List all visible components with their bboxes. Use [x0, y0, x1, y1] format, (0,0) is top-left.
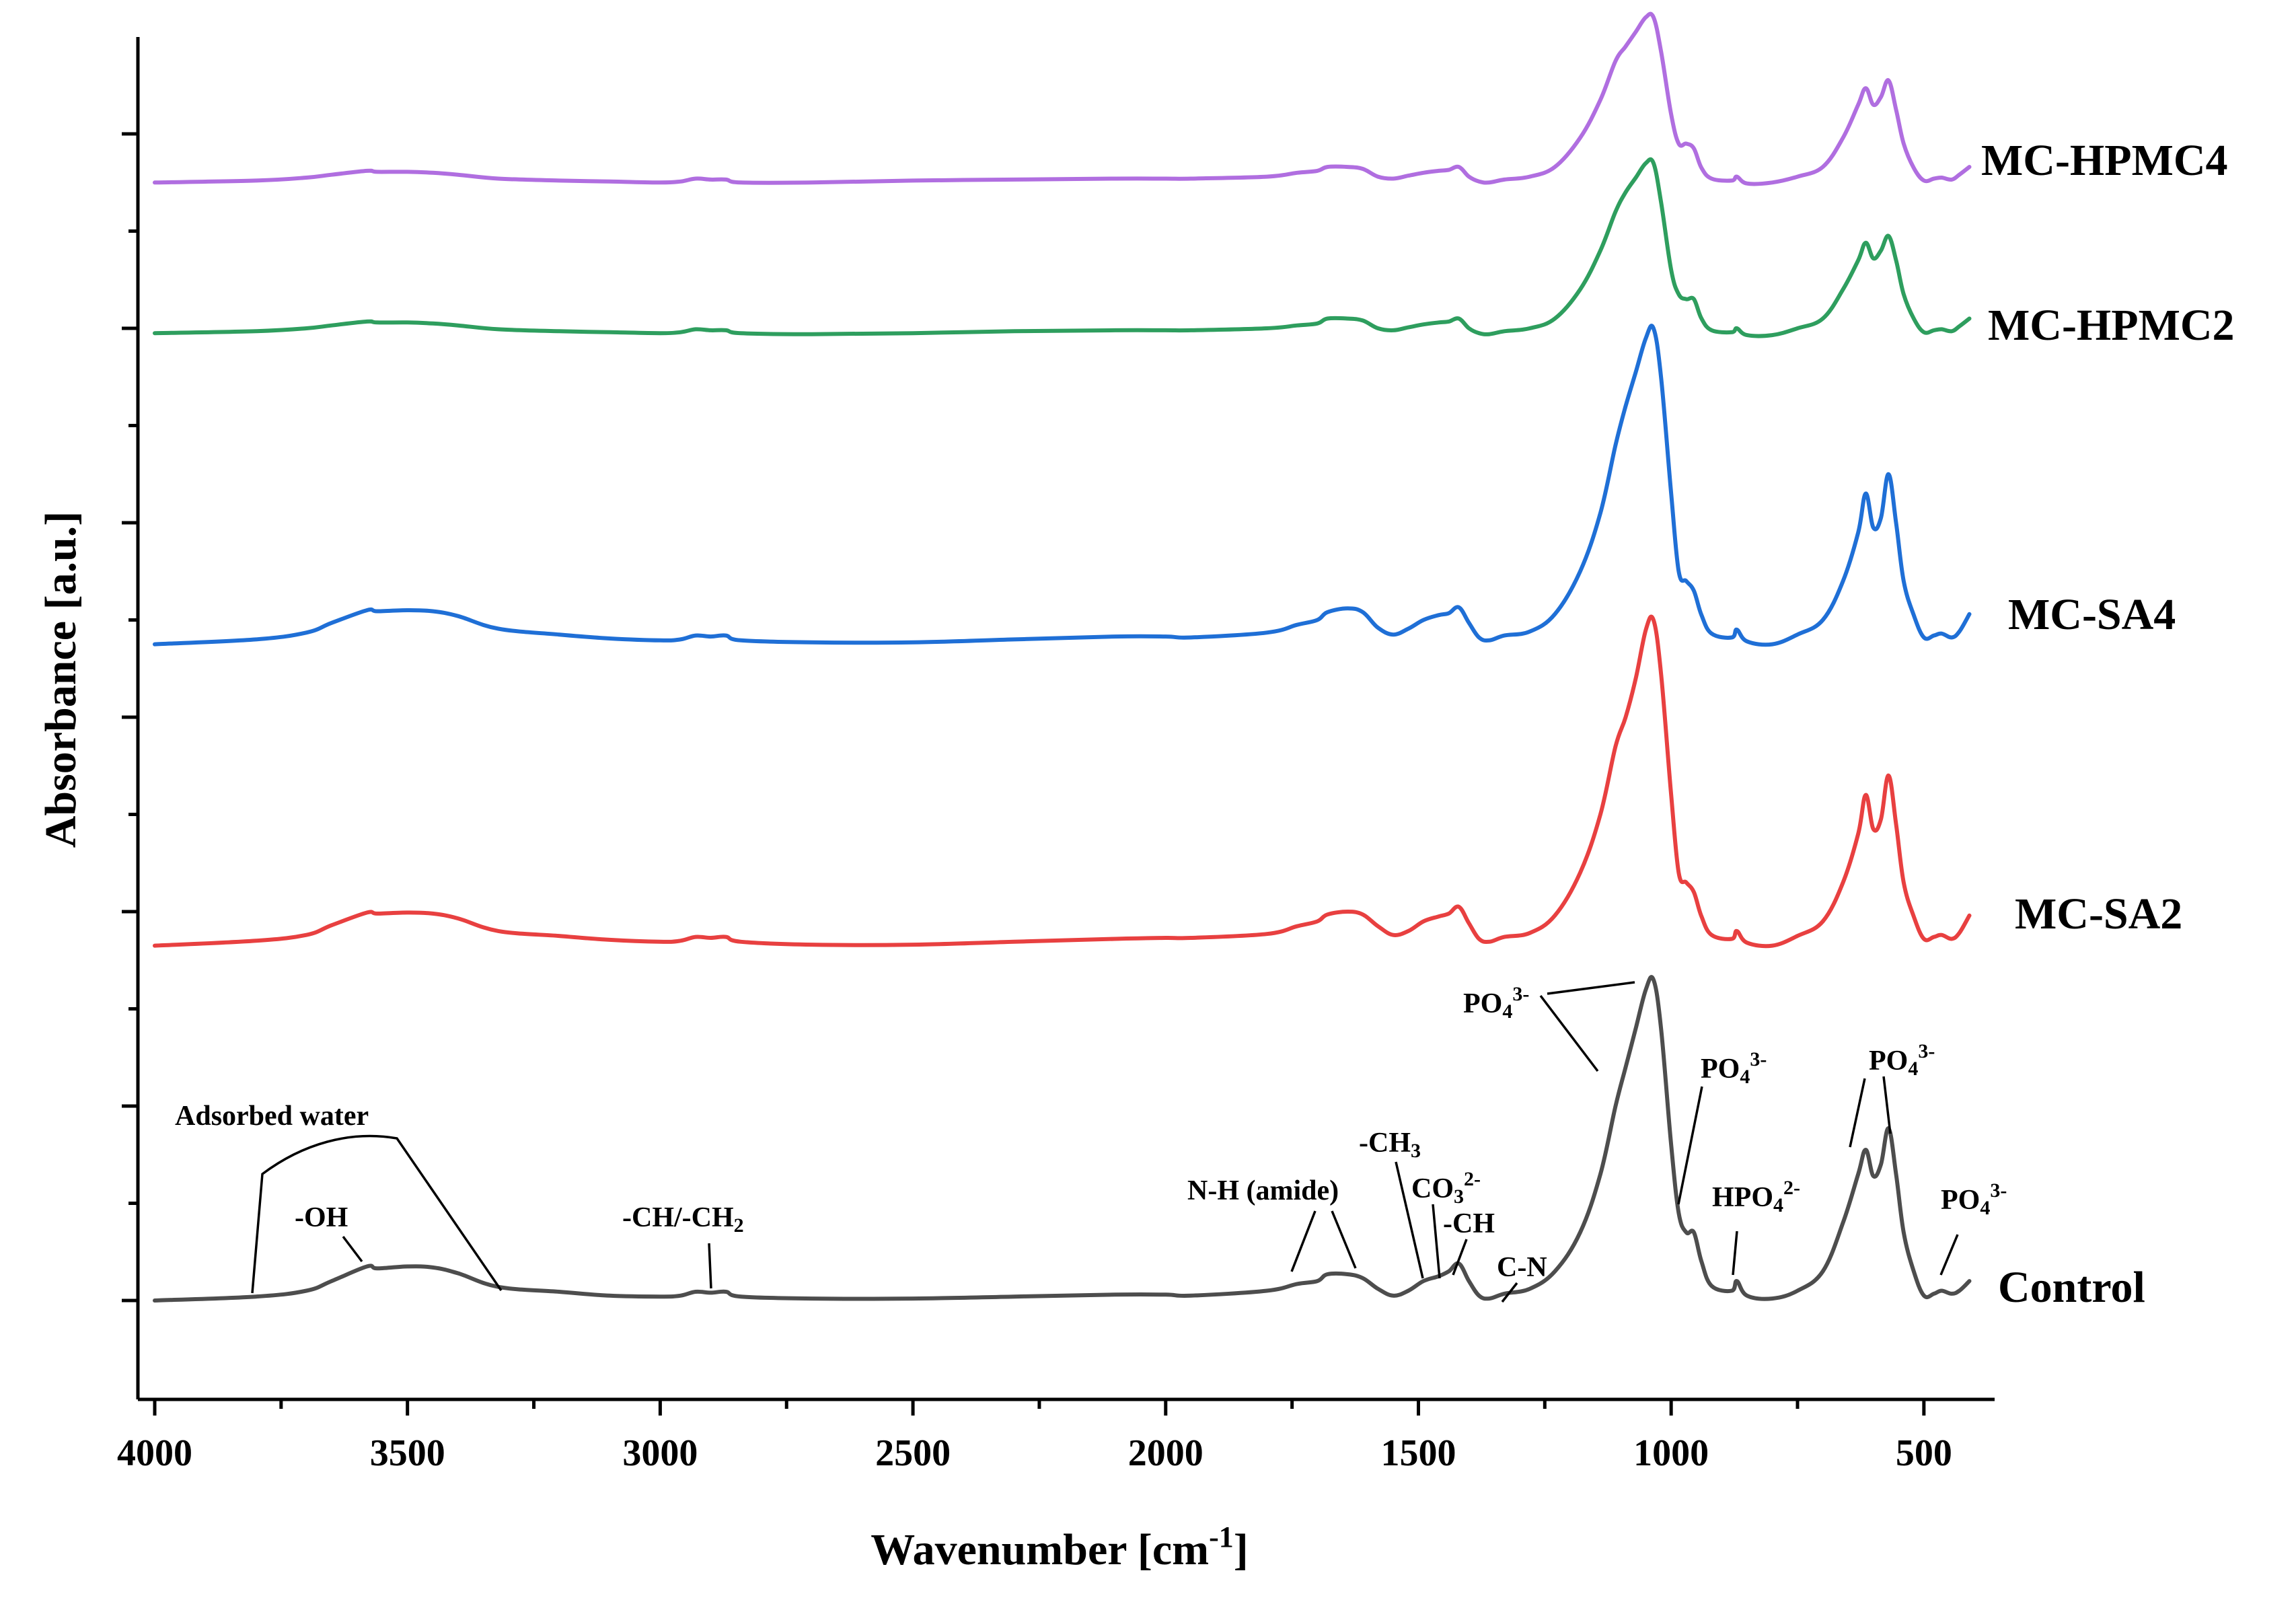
- annotation-po4-b-sup: 3-: [1750, 1048, 1767, 1070]
- ch-leader: [1452, 1239, 1468, 1276]
- annotation-texts: Adsorbed water -OH -CH/-CH2 N-H (amide) …: [175, 983, 2007, 1283]
- annotation-cn: C-N: [1497, 1252, 1547, 1283]
- co3-leader: [1432, 1204, 1441, 1279]
- annotation-po4-d: PO43-: [1941, 1179, 2007, 1219]
- x-tick-label: 2500: [875, 1432, 951, 1474]
- x-tick-label: 3500: [370, 1432, 445, 1474]
- x-axis-title: Wavenumber [cm-1]: [871, 1521, 1249, 1574]
- annotation-po4-b: PO43-: [1701, 1048, 1767, 1088]
- annotation-po4-b-main: PO: [1701, 1054, 1740, 1085]
- annotation-po4-b-sub: 4: [1740, 1066, 1750, 1088]
- annotation-po4-c: PO43-: [1869, 1040, 1935, 1080]
- cn-leader: [1501, 1282, 1518, 1303]
- annotation-ch3-main: -CH: [1359, 1128, 1411, 1159]
- series-line-control: [153, 975, 1972, 1303]
- x-tick-label: 1500: [1380, 1432, 1456, 1474]
- annotation-hpo4-sup: 2-: [1783, 1177, 1800, 1199]
- series-label-mc-hpmc4: MC-HPMC4: [1981, 136, 2228, 185]
- annotation-po4-c-sup: 3-: [1918, 1040, 1935, 1062]
- annotation-nh-amide: N-H (amide): [1187, 1175, 1339, 1206]
- annotation-ch-ch2: -CH/-CH2: [622, 1202, 744, 1237]
- annotation-co3-main: CO: [1411, 1173, 1454, 1204]
- annotation-co3: CO32-: [1411, 1168, 1481, 1208]
- series-line-mc-sa2: [153, 614, 1972, 949]
- series-line-mc-sa4: [153, 324, 1972, 647]
- oh-leader: [342, 1235, 363, 1263]
- series-line-mc-hpmc4: [153, 11, 1972, 186]
- nh-amide-leader-right: [1331, 1210, 1357, 1269]
- x-axis-title-close: ]: [1234, 1525, 1249, 1574]
- annotation-oh: -OH: [295, 1202, 348, 1233]
- annotation-ch-ch2-main: -CH/-CH: [622, 1202, 734, 1233]
- po4-a-leader-right: [1547, 981, 1635, 995]
- x-ticks: 4000 3500 3000 2500 2000 1500 1000 500: [117, 1399, 1952, 1474]
- annotation-lines: [251, 981, 1959, 1303]
- annotation-adsorbed-water: Adsorbed water: [175, 1101, 369, 1132]
- x-tick-label: 1000: [1633, 1432, 1709, 1474]
- annotation-ch3: -CH3: [1359, 1128, 1421, 1162]
- series-label-mc-hpmc2: MC-HPMC2: [1988, 301, 2235, 350]
- annotation-ch-ch2-sub: 2: [734, 1214, 744, 1237]
- y-ticks: [122, 132, 138, 1303]
- annotation-hpo4-main: HPO: [1712, 1182, 1773, 1213]
- annotation-co3-sub: 3: [1454, 1185, 1464, 1208]
- annotation-ch: -CH: [1443, 1208, 1495, 1239]
- annotation-po4-a: PO43-: [1463, 983, 1529, 1023]
- po4-c-leader-left: [1849, 1078, 1866, 1148]
- po4-d-leader: [1939, 1234, 1959, 1276]
- ch3-leader: [1395, 1161, 1424, 1279]
- x-tick-label: 500: [1896, 1432, 1952, 1474]
- ch-ch2-leader: [708, 1243, 712, 1289]
- annotation-po4-a-sub: 4: [1502, 1000, 1512, 1023]
- annotation-po4-a-main: PO: [1463, 988, 1502, 1019]
- adsorbed-water-bracket: [251, 1134, 503, 1294]
- annotation-po4-a-sup: 3-: [1512, 983, 1529, 1005]
- annotation-po4-c-sub: 4: [1908, 1058, 1918, 1080]
- hpo4-leader: [1732, 1231, 1738, 1276]
- axes: 4000 3500 3000 2500 2000 1500 1000 500: [117, 37, 1995, 1474]
- annotation-po4-d-sup: 3-: [1990, 1179, 2007, 1202]
- annotation-co3-sup: 2-: [1464, 1168, 1481, 1190]
- annotation-ch3-sub: 3: [1411, 1140, 1421, 1162]
- annotation-hpo4: HPO42-: [1712, 1177, 1800, 1216]
- series-label-control: Control: [1998, 1263, 2145, 1312]
- po4-b-leader: [1677, 1086, 1703, 1205]
- annotation-po4-d-sub: 4: [1980, 1197, 1990, 1219]
- series-label-mc-sa4: MC-SA4: [2008, 590, 2176, 639]
- series-group: [153, 11, 1972, 1303]
- series-line-mc-hpmc2: [153, 157, 1972, 338]
- annotation-po4-c-main: PO: [1869, 1046, 1908, 1076]
- annotation-po4-d-main: PO: [1941, 1185, 1980, 1216]
- x-tick-label: 4000: [117, 1432, 192, 1474]
- annotation-hpo4-sub: 4: [1773, 1194, 1783, 1216]
- x-tick-label: 2000: [1128, 1432, 1203, 1474]
- y-axis-title: Absorbance [a.u.]: [36, 511, 85, 848]
- x-tick-label: 3000: [622, 1432, 698, 1474]
- po4-a-leader-left: [1539, 994, 1599, 1072]
- nh-amide-leader-left: [1290, 1210, 1317, 1272]
- po4-c-leader-right: [1882, 1076, 1892, 1134]
- series-label-mc-sa2: MC-SA2: [2015, 889, 2182, 939]
- x-axis-title-sup: -1: [1209, 1521, 1234, 1553]
- x-axis-title-text: Wavenumber [cm: [871, 1525, 1209, 1574]
